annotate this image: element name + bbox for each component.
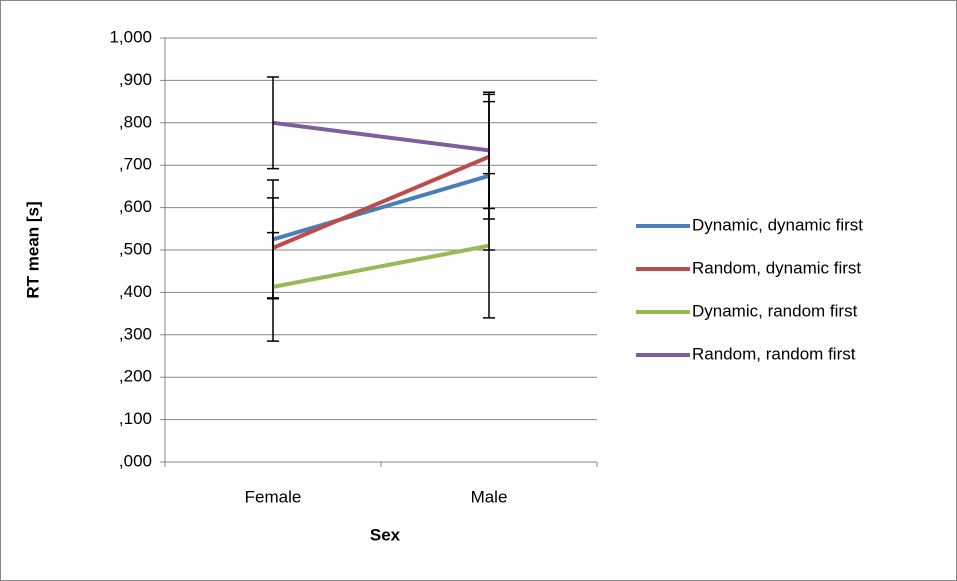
error-bar xyxy=(483,91,495,210)
x-axis-title: Sex xyxy=(370,525,401,544)
series-line xyxy=(272,173,490,242)
y-tick-label: ,100 xyxy=(119,409,152,428)
legend-label: Dynamic, random first xyxy=(692,301,858,320)
y-tick-label: ,300 xyxy=(119,324,152,343)
y-axis-title: RT mean [s] xyxy=(23,201,42,298)
series-line xyxy=(272,120,490,153)
series-line xyxy=(272,154,490,250)
y-tick-label: ,900 xyxy=(119,70,152,89)
y-tick-label: 1,000 xyxy=(109,27,152,46)
legend-label: Dynamic, dynamic first xyxy=(692,215,863,234)
x-tick-label: Male xyxy=(471,487,508,506)
y-tick-label: ,800 xyxy=(119,112,152,131)
y-tick-label: ,200 xyxy=(119,367,152,386)
y-tick-label: ,400 xyxy=(119,282,152,301)
error-bar xyxy=(267,231,279,342)
y-tick-label: ,600 xyxy=(119,197,152,216)
error-bar xyxy=(267,76,279,170)
x-tick-label: Female xyxy=(245,487,302,506)
series-line xyxy=(272,243,490,289)
y-tick-label: ,000 xyxy=(119,451,152,470)
legend-label: Random, dynamic first xyxy=(692,258,861,277)
y-tick-label: ,700 xyxy=(119,155,152,174)
legend-label: Random, random first xyxy=(692,344,856,363)
y-tick-label: ,500 xyxy=(119,239,152,258)
